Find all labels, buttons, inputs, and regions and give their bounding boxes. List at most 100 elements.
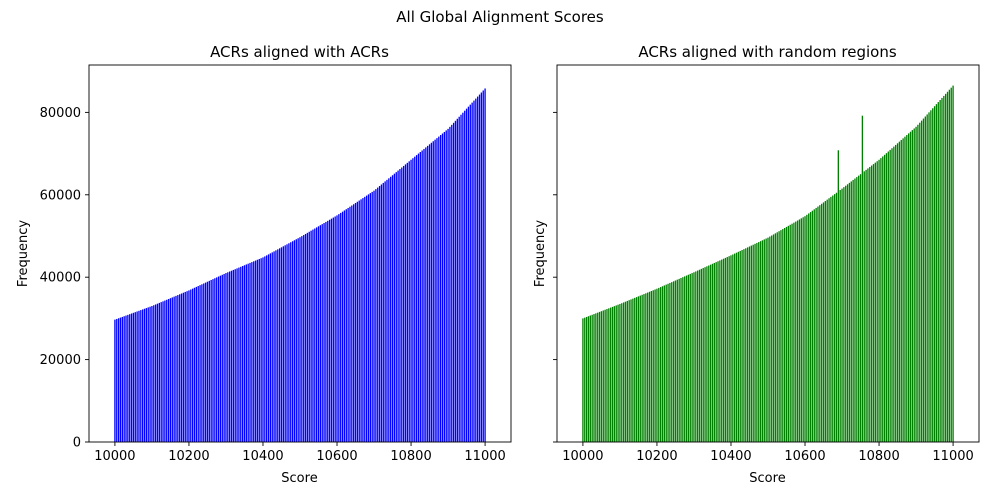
right-bar (597, 312, 599, 442)
right-bar (734, 253, 736, 442)
left-bar (425, 147, 427, 442)
left-bar (269, 253, 272, 442)
left-bar (378, 186, 381, 442)
right-bar (808, 213, 810, 442)
right-bar (939, 100, 941, 443)
right-bar (833, 194, 836, 442)
left-bar (295, 239, 297, 442)
left-bar (191, 288, 194, 442)
right-bar (650, 291, 653, 442)
right-bar (926, 114, 928, 442)
left-bar (315, 227, 318, 442)
left-bar (417, 153, 420, 442)
right-bar (680, 278, 682, 442)
left-bar (175, 295, 177, 442)
right-plot-area: 10000 10200 10400 10600 10800 11000 (553, 64, 980, 464)
left-bar (234, 269, 236, 442)
left-bar (441, 133, 444, 442)
right-bar (704, 267, 706, 442)
left-bar (277, 249, 279, 442)
right-bar (821, 203, 823, 442)
left-bar (332, 217, 334, 442)
right-bar (813, 209, 815, 442)
right-bar (735, 252, 738, 442)
left-axes-frame (88, 64, 512, 443)
right-bar (652, 290, 654, 442)
left-bar (384, 181, 386, 442)
left-bar (306, 232, 309, 442)
left-bar (477, 96, 479, 442)
left-bar (399, 169, 401, 443)
right-bar (845, 185, 847, 442)
left-y-tick-label: 20000 (40, 353, 81, 368)
left-bar (347, 207, 349, 442)
right-bar (928, 112, 930, 442)
left-bar (238, 267, 240, 442)
left-bar (169, 298, 172, 442)
left-bar (445, 130, 447, 442)
right-bar (672, 281, 675, 442)
left-bar (338, 214, 340, 442)
left-bar (180, 293, 183, 442)
left-bar (454, 120, 457, 442)
right-bar (702, 268, 704, 442)
left-bar (121, 316, 123, 442)
left-bar (414, 156, 416, 443)
left-bar (206, 281, 209, 442)
right-bar (593, 314, 595, 442)
left-bar (451, 124, 453, 442)
right-bar (889, 149, 891, 442)
right-bar (946, 91, 949, 442)
left-bar (356, 201, 359, 442)
left-bar (179, 294, 181, 442)
right-bar (711, 263, 714, 442)
right-bar (619, 303, 621, 442)
left-bar (443, 131, 446, 442)
left-bar (412, 158, 414, 442)
left-bar (303, 235, 305, 442)
right-x-tick-label: 10200 (636, 449, 677, 464)
left-bar (484, 88, 486, 443)
left-bar (184, 291, 186, 442)
right-axes-frame (556, 64, 980, 443)
left-bar (371, 191, 373, 442)
left-bar (482, 90, 484, 442)
right-bar (896, 143, 899, 442)
right-bar (909, 131, 912, 442)
right-bar (778, 231, 780, 442)
left-y-tick-label: 0 (73, 436, 81, 451)
right-bar (865, 169, 867, 443)
right-bar (846, 184, 849, 442)
left-bar (323, 223, 325, 442)
left-bar (123, 316, 125, 442)
left-bar (253, 261, 255, 442)
right-bar (687, 274, 690, 442)
right-bar (867, 168, 869, 443)
right-bar (872, 164, 875, 442)
left-bar (140, 310, 142, 442)
left-bar (430, 142, 433, 442)
right-bar (630, 299, 632, 442)
left-bar (343, 210, 346, 442)
left-bar (358, 200, 360, 442)
right-bar (730, 255, 732, 442)
right-bar (796, 220, 799, 442)
right-bar (848, 182, 851, 442)
left-bar (190, 289, 192, 442)
left-bar (167, 298, 170, 442)
right-bar (722, 258, 725, 442)
right-bar (922, 118, 925, 442)
left-bar (223, 273, 225, 442)
right-bar (791, 223, 793, 442)
right-bar (589, 315, 591, 442)
right-bar (595, 313, 597, 442)
right-bar (635, 297, 638, 442)
left-bar (177, 295, 179, 442)
left-bar (136, 311, 138, 442)
left-bar (204, 282, 207, 442)
left-bar (182, 292, 185, 442)
right-bar (645, 293, 647, 442)
right-bar (708, 265, 710, 442)
right-bar-spike (837, 150, 839, 443)
right-bar (876, 161, 878, 442)
